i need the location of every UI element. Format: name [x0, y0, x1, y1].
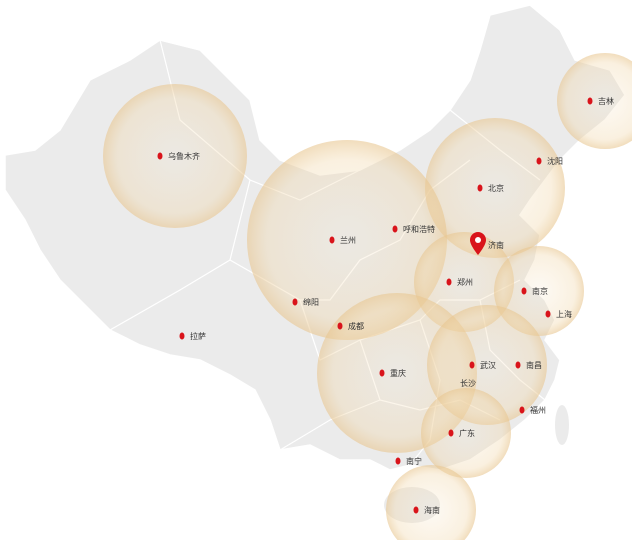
halo-layer [103, 53, 632, 540]
city-halo [425, 118, 565, 258]
city-marker[interactable]: 南京 [521, 286, 549, 296]
map-pin-icon [470, 232, 486, 255]
city-marker[interactable]: 重庆 [379, 368, 407, 378]
city-label: 南昌 [526, 360, 542, 370]
taiwan-island [555, 405, 569, 445]
city-label: 重庆 [390, 368, 406, 378]
city-marker[interactable]: 绵阳 [292, 297, 320, 307]
city-label: 北京 [488, 183, 504, 193]
city-label: 乌鲁木齐 [168, 151, 200, 161]
city-label: 郑州 [457, 277, 473, 287]
city-dot [337, 322, 343, 330]
city-marker[interactable]: 武汉 [469, 360, 497, 370]
city-dot [179, 332, 185, 340]
city-marker[interactable]: 拉萨 [179, 331, 207, 341]
city-dot [395, 457, 401, 465]
city-label: 兰州 [340, 235, 356, 245]
city-dot [446, 278, 452, 286]
city-marker[interactable]: 沈阳 [536, 156, 564, 166]
city-dot [379, 369, 385, 377]
city-dot [519, 406, 525, 414]
city-marker[interactable]: 济南 [470, 232, 504, 255]
city-label: 成都 [348, 321, 364, 331]
city-halo [386, 465, 476, 540]
city-halo [557, 53, 632, 149]
city-label: 南京 [532, 286, 548, 296]
city-marker[interactable]: 福州 [519, 406, 547, 415]
city-marker[interactable]: 兰州 [329, 235, 357, 245]
city-dot [515, 361, 521, 369]
city-dot [469, 361, 475, 369]
city-dot [477, 184, 483, 192]
city-marker[interactable]: 长沙 [460, 378, 476, 388]
pin-center [475, 237, 481, 243]
city-marker[interactable]: 成都 [337, 321, 365, 331]
city-halo [247, 140, 447, 340]
city-label: 拉萨 [190, 331, 206, 341]
city-marker[interactable]: 南昌 [515, 360, 543, 370]
city-marker[interactable]: 南宁 [395, 456, 423, 466]
city-marker[interactable]: 呼和浩特 [392, 224, 436, 234]
city-marker[interactable]: 上海 [545, 309, 573, 319]
city-dot [587, 97, 593, 105]
city-dot [157, 152, 163, 160]
city-dot [329, 236, 335, 244]
city-dot [448, 429, 454, 437]
city-label: 武汉 [480, 360, 496, 370]
city-dot [521, 287, 527, 295]
city-label: 广东 [459, 428, 475, 438]
city-label: 南宁 [406, 456, 422, 466]
city-dot [292, 298, 298, 306]
city-marker[interactable]: 乌鲁木齐 [157, 151, 201, 161]
city-halo [103, 84, 247, 228]
city-label: 长沙 [460, 378, 476, 388]
city-marker[interactable]: 海南 [413, 505, 441, 515]
city-dot [536, 157, 542, 165]
city-label: 绵阳 [303, 297, 319, 307]
city-dot [413, 506, 419, 514]
city-label: 吉林 [598, 96, 614, 106]
city-label: 济南 [488, 240, 504, 250]
city-marker[interactable]: 郑州 [446, 277, 474, 287]
city-label: 海南 [424, 505, 440, 515]
city-label: 呼和浩特 [403, 224, 435, 234]
city-dot [545, 310, 551, 318]
city-label: 上海 [556, 309, 572, 319]
city-marker[interactable]: 吉林 [587, 96, 615, 106]
city-marker[interactable]: 北京 [477, 183, 505, 193]
city-halo [421, 388, 511, 478]
city-marker[interactable]: 广东 [448, 428, 476, 438]
city-label: 福州 [530, 406, 546, 415]
city-dot [392, 225, 398, 233]
city-label: 沈阳 [547, 156, 563, 166]
